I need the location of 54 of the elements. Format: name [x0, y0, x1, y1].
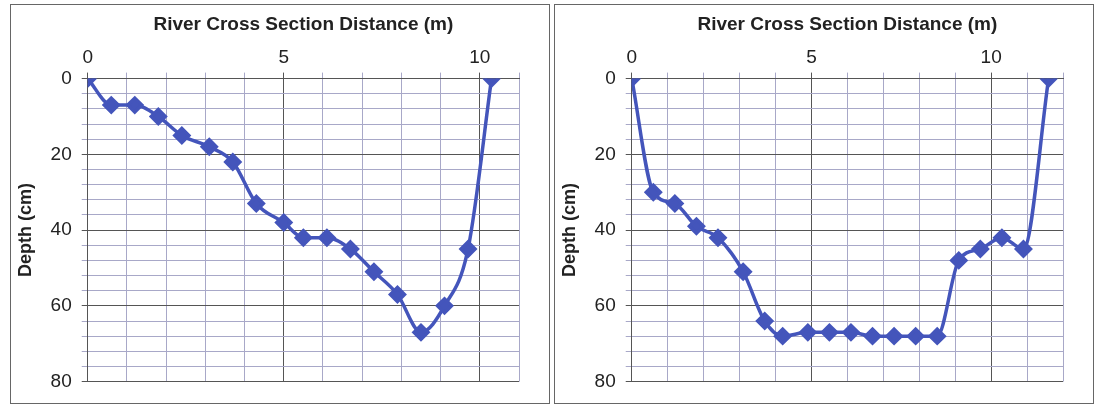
- x-axis-title: River Cross Section Distance (m): [697, 12, 998, 34]
- y-tick-label: 60: [50, 294, 72, 316]
- y-axis-title: Depth (cm): [14, 183, 35, 278]
- x-tick-label: 0: [626, 46, 638, 68]
- point: [993, 228, 1011, 247]
- x-tick-label: 5: [278, 46, 290, 68]
- point: [644, 183, 663, 201]
- point: [365, 263, 383, 281]
- point: [928, 327, 946, 345]
- point: [102, 96, 121, 114]
- y-axis-title: Depth (cm): [558, 183, 579, 278]
- y-tick-label: 0: [605, 66, 616, 88]
- point: [799, 323, 817, 342]
- point: [950, 251, 968, 270]
- point: [734, 263, 752, 281]
- point: [318, 228, 336, 247]
- point: [687, 217, 706, 236]
- point: [341, 240, 360, 258]
- point: [666, 194, 684, 213]
- point: [200, 138, 219, 156]
- point: [459, 240, 477, 258]
- point: [412, 323, 430, 342]
- y-tick-label: 60: [594, 294, 616, 316]
- point: [773, 327, 792, 345]
- point: [173, 126, 191, 145]
- y-tick-label: 20: [594, 142, 616, 164]
- y-tick-label: 80: [594, 369, 616, 391]
- y-tick-label: 20: [50, 142, 72, 164]
- point: [842, 323, 860, 342]
- y-tick-label: 40: [50, 218, 72, 240]
- y-tick-label: 80: [50, 369, 72, 391]
- y-tick-label: 40: [594, 218, 616, 240]
- point: [126, 96, 144, 114]
- point: [820, 323, 839, 342]
- x-tick-label: 0: [82, 46, 94, 68]
- x-tick-label: 10: [980, 46, 1002, 68]
- point: [709, 228, 727, 247]
- point: [149, 107, 168, 126]
- point: [224, 153, 242, 171]
- point: [388, 285, 407, 304]
- point: [971, 240, 990, 258]
- point: [863, 327, 882, 345]
- point: [247, 194, 266, 213]
- point: [906, 327, 925, 345]
- x-tick-label: 5: [806, 46, 817, 68]
- x-axis-title: River Cross Section Distance (m): [153, 12, 454, 34]
- point: [294, 228, 313, 247]
- point: [275, 213, 293, 232]
- y-tick-label: 0: [61, 66, 72, 88]
- point: [435, 297, 454, 315]
- x-tick-label: 10: [469, 46, 491, 68]
- point: [755, 312, 774, 330]
- point: [885, 327, 903, 345]
- point: [1014, 240, 1033, 258]
